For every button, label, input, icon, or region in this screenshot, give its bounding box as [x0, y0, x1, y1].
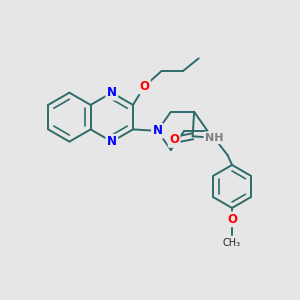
Text: NH: NH [205, 133, 224, 143]
Text: CH₃: CH₃ [223, 238, 241, 248]
Text: N: N [152, 124, 163, 137]
Text: N: N [107, 86, 117, 99]
Text: O: O [169, 134, 179, 146]
Text: O: O [227, 213, 237, 226]
Text: O: O [139, 80, 149, 93]
Text: N: N [107, 135, 117, 148]
